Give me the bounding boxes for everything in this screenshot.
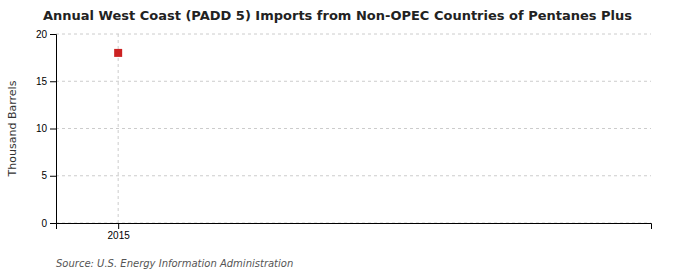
tick-label: 15 bbox=[36, 76, 48, 87]
tick: 0 bbox=[41, 218, 56, 229]
grid-line bbox=[56, 175, 651, 176]
tick: 2015 bbox=[108, 223, 131, 241]
tick-mark bbox=[118, 223, 119, 229]
tick-label: 10 bbox=[36, 123, 48, 134]
tick: 20 bbox=[36, 29, 56, 40]
x-axis: 2015 bbox=[57, 223, 652, 241]
tick: 15 bbox=[36, 76, 56, 87]
grid bbox=[56, 34, 651, 223]
tick-label: 0 bbox=[41, 218, 47, 229]
plot-area: 2015 0 5 10 15 20 bbox=[36, 29, 652, 241]
axis-line bbox=[57, 224, 652, 230]
tick-mark bbox=[50, 34, 56, 35]
title: Annual West Coast (PADD 5) Imports from … bbox=[43, 8, 632, 23]
tick-label: 2015 bbox=[108, 230, 131, 241]
y-axis-title: Thousand Barrels bbox=[6, 80, 19, 177]
grid-line bbox=[56, 34, 651, 35]
tick: 10 bbox=[36, 123, 56, 134]
points-inner bbox=[114, 49, 122, 57]
tick-mark bbox=[50, 176, 56, 177]
tick-mark bbox=[50, 223, 56, 224]
y-axis: 0 5 10 15 20 bbox=[36, 29, 57, 229]
tick-mark bbox=[50, 81, 56, 82]
points bbox=[114, 49, 122, 57]
axis-line bbox=[50, 35, 57, 224]
grid-line bbox=[118, 34, 119, 223]
tick-label: 20 bbox=[36, 29, 48, 40]
tick-label: 5 bbox=[41, 170, 47, 181]
grid-line bbox=[56, 81, 651, 82]
chart: 2015 0 5 10 15 20 Annual West Coast (PADD 5) I… bbox=[0, 0, 675, 275]
source: Source: U.S. Energy Information Administ… bbox=[56, 258, 293, 269]
tick: 5 bbox=[41, 170, 56, 181]
point bbox=[114, 49, 122, 57]
grid-line bbox=[56, 128, 651, 129]
tick-mark bbox=[50, 129, 56, 130]
